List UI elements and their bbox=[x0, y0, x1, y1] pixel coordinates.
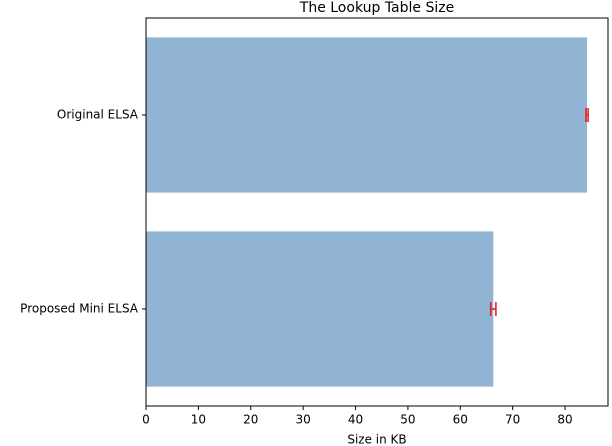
x-axis-label: Size in KB bbox=[347, 433, 406, 446]
x-tick-label: 20 bbox=[243, 413, 258, 427]
y-tick-label: Proposed Mini ELSA bbox=[20, 302, 139, 316]
x-tick-label: 30 bbox=[296, 413, 311, 427]
x-tick-label: 60 bbox=[453, 413, 468, 427]
x-tick-label: 0 bbox=[142, 413, 150, 427]
x-tick-label: 50 bbox=[400, 413, 415, 427]
bar bbox=[146, 37, 588, 193]
x-tick-label: 80 bbox=[557, 413, 572, 427]
x-tick-label: 40 bbox=[348, 413, 363, 427]
error-bar bbox=[585, 108, 589, 122]
x-tick-label: 10 bbox=[191, 413, 206, 427]
x-tick-label: 70 bbox=[505, 413, 520, 427]
y-tick-label: Original ELSA bbox=[57, 108, 139, 122]
chart-title: The Lookup Table Size bbox=[299, 0, 454, 16]
bar bbox=[146, 231, 494, 387]
error-bar bbox=[489, 302, 497, 316]
plot-frame bbox=[145, 17, 609, 407]
